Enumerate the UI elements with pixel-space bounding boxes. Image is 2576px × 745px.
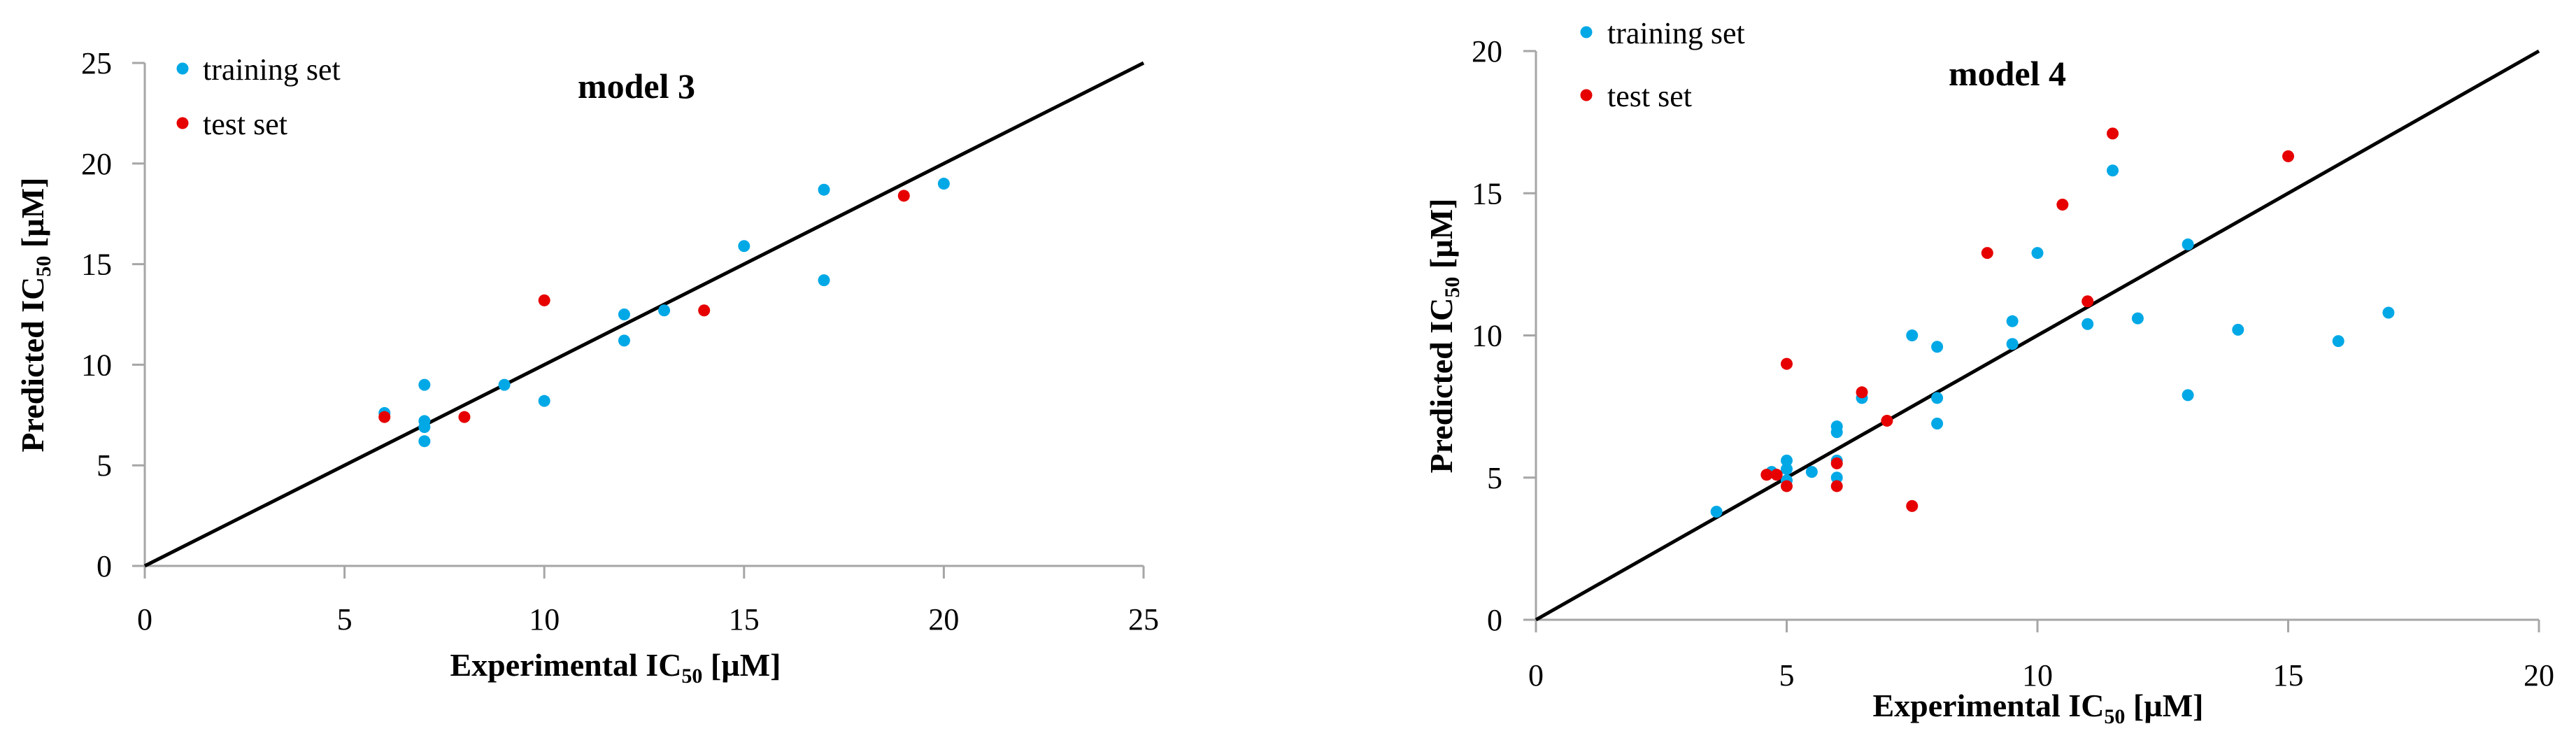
- legend-marker: [176, 62, 189, 75]
- data-point: [1856, 386, 1868, 399]
- y-tick-label: 5: [1487, 461, 1502, 495]
- chart-title: model 3: [578, 66, 695, 106]
- x-tick-label: 5: [337, 602, 353, 637]
- data-point: [1710, 506, 1723, 518]
- data-point: [538, 294, 550, 306]
- data-point: [2382, 306, 2395, 319]
- data-point: [2082, 318, 2094, 330]
- x-tick-label: 25: [1128, 602, 1159, 637]
- y-tick-label: 10: [81, 348, 112, 382]
- y-tick-label: 15: [81, 248, 112, 282]
- data-point: [618, 308, 630, 320]
- y-axis-title: Predicted IC50 [µM]: [1423, 199, 1464, 474]
- x-tick-label: 15: [2273, 658, 2304, 693]
- data-point: [2182, 238, 2194, 250]
- chart-title: model 4: [1949, 54, 2066, 93]
- data-point: [1830, 471, 1843, 484]
- data-point: [818, 274, 830, 287]
- data-point: [1830, 480, 1843, 492]
- data-point: [2332, 335, 2344, 348]
- data-point: [1781, 480, 1793, 492]
- data-point: [458, 411, 471, 423]
- data-point: [2006, 315, 2019, 327]
- y-tick-label: 0: [97, 549, 112, 583]
- legend-label: test set: [203, 107, 287, 141]
- data-point: [418, 378, 431, 391]
- chart-model-4: 0 5 10 15 20 0 5 10 15 20 training set test set mode…: [1423, 16, 2554, 728]
- data-point: [2056, 199, 2069, 211]
- reference-line-y-equals-x: [143, 61, 1145, 568]
- data-point: [738, 240, 750, 253]
- data-point: [2031, 247, 2044, 260]
- y-tick-label: 10: [1472, 319, 1502, 353]
- legend-label: test set: [1607, 79, 1692, 113]
- data-point: [1830, 426, 1843, 439]
- x-tick-label: 20: [2524, 658, 2554, 693]
- data-point: [1906, 329, 1919, 341]
- reference-line-y-equals-x: [1535, 49, 2540, 622]
- legend-marker: [1580, 26, 1593, 38]
- data-point: [1830, 457, 1843, 469]
- data-point: [378, 411, 391, 423]
- series-test-set: [1760, 127, 2294, 512]
- data-point: [1906, 499, 1919, 512]
- data-point: [2107, 127, 2119, 140]
- x-tick-label: 0: [137, 602, 152, 637]
- data-point: [1760, 469, 1773, 481]
- x-tick-label: 10: [529, 602, 560, 637]
- legend-marker: [176, 117, 189, 129]
- data-point: [2282, 150, 2294, 162]
- data-point: [1931, 392, 1944, 404]
- data-point: [1881, 414, 1893, 427]
- data-point: [2182, 389, 2194, 402]
- data-point: [2232, 323, 2244, 336]
- data-point: [538, 395, 550, 407]
- x-tick-label: 15: [729, 602, 760, 637]
- data-point: [1770, 469, 1783, 481]
- data-point: [618, 334, 630, 347]
- y-tick-label: 0: [1487, 603, 1502, 637]
- series-test-set: [378, 190, 910, 423]
- data-point: [498, 378, 511, 391]
- data-point: [1981, 247, 1993, 260]
- data-point: [2006, 338, 2019, 350]
- y-tick-label: 5: [97, 448, 112, 483]
- y-tick-label: 25: [81, 46, 112, 80]
- legend-label: training set: [203, 52, 341, 87]
- data-point: [897, 190, 910, 202]
- data-point: [2107, 164, 2119, 177]
- x-tick-label: 0: [1528, 658, 1544, 693]
- data-point: [2131, 312, 2144, 325]
- x-axis-title: Experimental IC50 [µM]: [1873, 688, 2204, 728]
- data-point: [937, 178, 950, 190]
- x-axis-title: Experimental IC50 [µM]: [450, 647, 781, 688]
- data-point: [1781, 357, 1793, 370]
- legend-label: training set: [1607, 16, 1745, 50]
- data-point: [418, 435, 431, 448]
- x-tick-label: 5: [1779, 658, 1795, 693]
- y-axis-title: Predicted IC50 [µM]: [15, 178, 55, 453]
- data-point: [1781, 463, 1793, 476]
- data-point: [418, 421, 431, 434]
- data-point: [658, 304, 671, 317]
- data-point: [818, 183, 830, 196]
- x-tick-label: 20: [928, 602, 959, 637]
- data-point: [1931, 341, 1944, 353]
- data-point: [1805, 466, 1818, 478]
- y-tick-label: 15: [1472, 176, 1502, 211]
- x-tick-label: 10: [2022, 658, 2053, 693]
- data-point: [698, 304, 711, 317]
- y-tick-label: 20: [81, 147, 112, 181]
- data-point: [1781, 454, 1793, 467]
- series-training-set: [378, 178, 950, 448]
- data-point: [2082, 295, 2094, 308]
- chart-model-3: 0 5 10 15 20 25 0 5 10 15 20 25 training set test set…: [15, 46, 1159, 688]
- data-point: [1931, 418, 1944, 430]
- legend-marker: [1580, 89, 1593, 101]
- y-tick-label: 20: [1472, 34, 1502, 69]
- series-training-set: [1710, 164, 2395, 518]
